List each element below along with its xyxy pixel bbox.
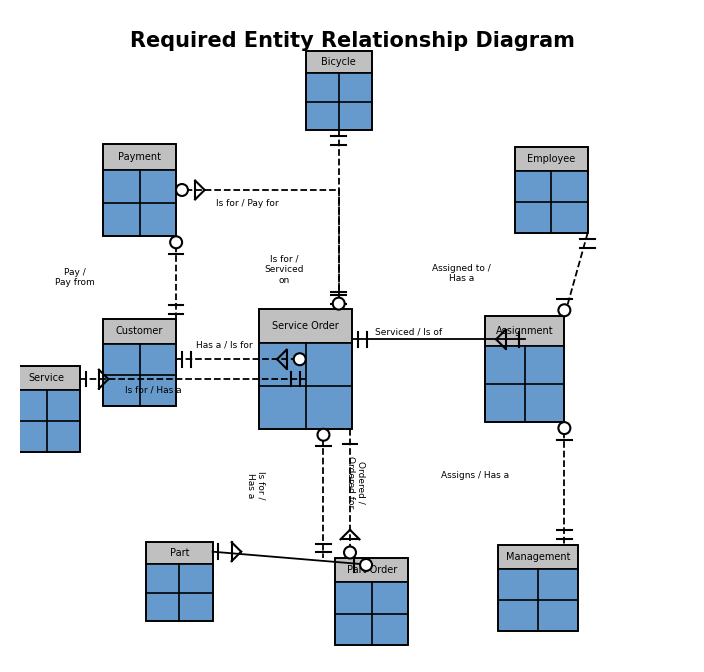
Text: Part: Part <box>170 548 189 558</box>
Circle shape <box>176 184 188 196</box>
Text: Service Order: Service Order <box>272 321 339 331</box>
Text: Payment: Payment <box>118 152 161 161</box>
Circle shape <box>558 304 570 317</box>
FancyBboxPatch shape <box>13 390 80 452</box>
Circle shape <box>294 353 306 365</box>
Text: Assigns / Has a: Assigns / Has a <box>441 471 509 480</box>
Text: Management: Management <box>505 552 570 562</box>
Text: Has a / Is for: Has a / Is for <box>196 340 253 349</box>
Text: Employee: Employee <box>527 154 575 164</box>
FancyBboxPatch shape <box>306 73 372 130</box>
FancyBboxPatch shape <box>103 319 176 343</box>
FancyBboxPatch shape <box>103 144 176 169</box>
Circle shape <box>558 422 570 434</box>
Circle shape <box>360 559 372 571</box>
FancyBboxPatch shape <box>259 343 352 429</box>
Text: Part Order: Part Order <box>347 565 397 575</box>
Circle shape <box>318 429 329 441</box>
FancyBboxPatch shape <box>103 343 176 406</box>
Text: Required Entity Relationship Diagram: Required Entity Relationship Diagram <box>130 31 574 50</box>
FancyBboxPatch shape <box>103 169 176 237</box>
FancyBboxPatch shape <box>498 545 578 569</box>
Text: Is for /
Serviced
on: Is for / Serviced on <box>265 255 304 284</box>
FancyBboxPatch shape <box>146 542 213 564</box>
Text: Service: Service <box>29 373 65 383</box>
FancyBboxPatch shape <box>13 366 80 390</box>
FancyBboxPatch shape <box>259 309 352 343</box>
Text: Ordered /
Ordered for: Ordered / Ordered for <box>346 456 365 508</box>
FancyBboxPatch shape <box>515 147 588 171</box>
FancyBboxPatch shape <box>515 171 588 233</box>
Text: Is for / Has a: Is for / Has a <box>125 386 181 395</box>
FancyBboxPatch shape <box>485 316 565 346</box>
Text: Assigned to /
Has a: Assigned to / Has a <box>432 264 491 284</box>
Text: Is for / Pay for: Is for / Pay for <box>217 199 279 208</box>
Text: Assignment: Assignment <box>496 326 553 336</box>
Circle shape <box>170 237 182 248</box>
FancyBboxPatch shape <box>146 564 213 622</box>
FancyBboxPatch shape <box>485 346 565 422</box>
FancyBboxPatch shape <box>498 569 578 631</box>
Text: Serviced / Is of: Serviced / Is of <box>375 327 442 337</box>
Circle shape <box>333 298 345 310</box>
FancyBboxPatch shape <box>335 583 408 644</box>
FancyBboxPatch shape <box>306 50 372 73</box>
Text: Customer: Customer <box>116 327 163 337</box>
Text: Bicycle: Bicycle <box>321 56 356 67</box>
Circle shape <box>344 546 356 558</box>
Text: Pay /
Pay from: Pay / Pay from <box>56 268 95 288</box>
FancyBboxPatch shape <box>335 558 408 583</box>
Text: Is for /
Has a: Is for / Has a <box>246 471 265 499</box>
